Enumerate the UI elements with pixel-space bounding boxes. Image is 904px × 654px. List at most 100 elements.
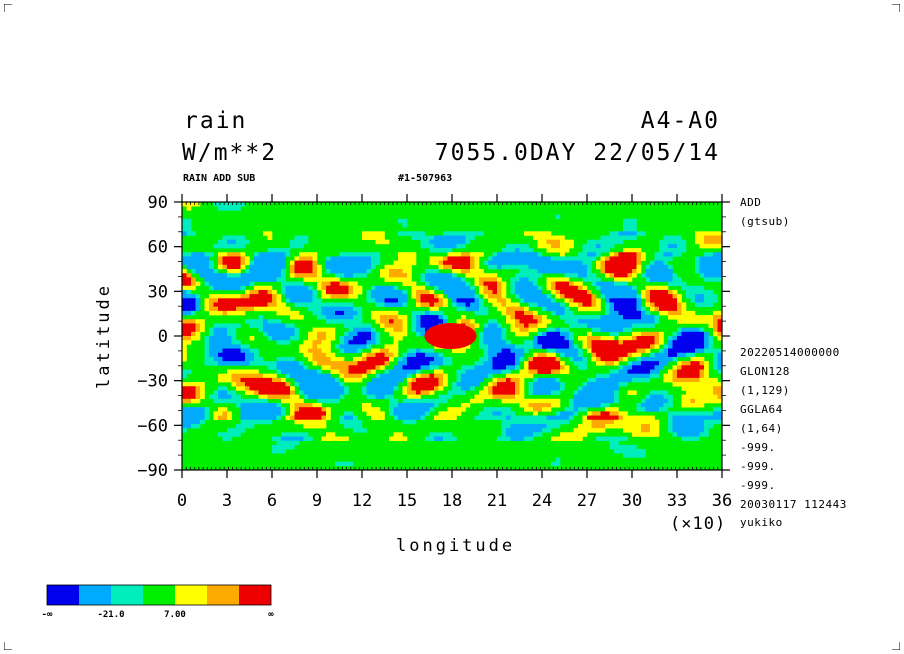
field-cell (393, 294, 399, 299)
side-info-line: 20220514000000 (740, 346, 840, 359)
field-cell (326, 336, 331, 341)
field-cell (528, 289, 534, 295)
field-cell (533, 264, 538, 270)
field-cell (623, 356, 628, 362)
field-cell (227, 394, 232, 400)
field-cell (533, 352, 538, 358)
field-cell (663, 239, 669, 245)
field-cell (402, 323, 408, 328)
field-cell (533, 289, 538, 295)
field-cell (564, 336, 570, 341)
field-cell (204, 306, 210, 312)
field-cell (452, 243, 457, 249)
field-cell (380, 269, 385, 274)
field-cell (546, 356, 552, 362)
field-cell (596, 260, 601, 266)
field-cell (542, 302, 547, 307)
field-cell (285, 289, 291, 295)
field-cell (267, 289, 273, 295)
field-cell (254, 411, 259, 416)
field-cell (506, 260, 511, 266)
field-cell (605, 235, 610, 240)
field-cell (366, 231, 372, 236)
field-cell (668, 344, 673, 349)
field-cell (609, 231, 615, 236)
field-cell (623, 222, 628, 228)
field-cell (564, 273, 570, 278)
field-cell (182, 423, 187, 429)
field-cell (681, 302, 687, 307)
field-cell (542, 419, 547, 425)
field-cell (470, 373, 475, 379)
field-cell (515, 432, 520, 437)
field-cell (344, 436, 349, 441)
field-cell (672, 369, 678, 374)
field-cell (537, 273, 543, 278)
field-cell (281, 386, 286, 391)
field-cell (222, 206, 228, 211)
field-cell (690, 382, 696, 387)
field-cell (294, 235, 300, 240)
field-cell (605, 310, 610, 316)
field-cell (672, 419, 678, 425)
field-cell (551, 356, 556, 362)
field-cell (713, 269, 718, 274)
field-cell (546, 231, 552, 236)
field-cell (551, 419, 556, 425)
field-cell (443, 289, 448, 295)
field-cell (659, 310, 664, 316)
field-cell (582, 269, 588, 274)
field-cell (303, 394, 309, 400)
field-cell (560, 252, 565, 257)
field-cell (623, 411, 628, 416)
field-cell (420, 294, 426, 299)
field-cell (618, 231, 624, 236)
field-cell (695, 327, 700, 333)
field-cell (704, 289, 709, 295)
field-cell (425, 302, 430, 307)
field-cell (515, 365, 520, 370)
field-cell (222, 264, 228, 270)
field-cell (425, 315, 430, 320)
field-cell (344, 319, 349, 324)
field-cell (290, 273, 295, 278)
field-cell (227, 264, 232, 270)
field-cell (704, 252, 709, 257)
field-cell (263, 264, 268, 270)
field-cell (704, 394, 709, 400)
field-cell (182, 331, 187, 337)
field-cell (375, 382, 381, 387)
field-cell (587, 256, 592, 261)
field-cell (704, 390, 709, 395)
field-cell (411, 294, 417, 299)
field-cell (663, 248, 669, 253)
field-cell (672, 302, 678, 307)
field-cell (587, 248, 592, 253)
field-cell (420, 327, 426, 333)
field-cell (609, 382, 615, 387)
field-cell (479, 398, 484, 404)
field-cell (258, 323, 264, 328)
field-cell (681, 411, 687, 416)
field-cell (308, 423, 313, 429)
field-cell (276, 444, 282, 450)
field-cell (524, 315, 529, 320)
field-cell (627, 352, 633, 358)
field-cell (591, 252, 597, 257)
field-cell (555, 264, 561, 270)
field-cell (276, 436, 282, 441)
field-cell (582, 294, 588, 299)
field-cell (258, 415, 264, 421)
field-cell (578, 356, 583, 362)
field-cell (695, 302, 700, 307)
field-cell (717, 310, 723, 316)
field-cell (708, 377, 714, 383)
field-cell (668, 340, 673, 345)
field-cell (672, 340, 678, 345)
field-cell (609, 336, 615, 341)
field-cell (461, 302, 466, 307)
field-cell (546, 302, 552, 307)
field-cell (659, 348, 664, 354)
field-cell (641, 256, 646, 261)
field-cell (348, 340, 354, 345)
